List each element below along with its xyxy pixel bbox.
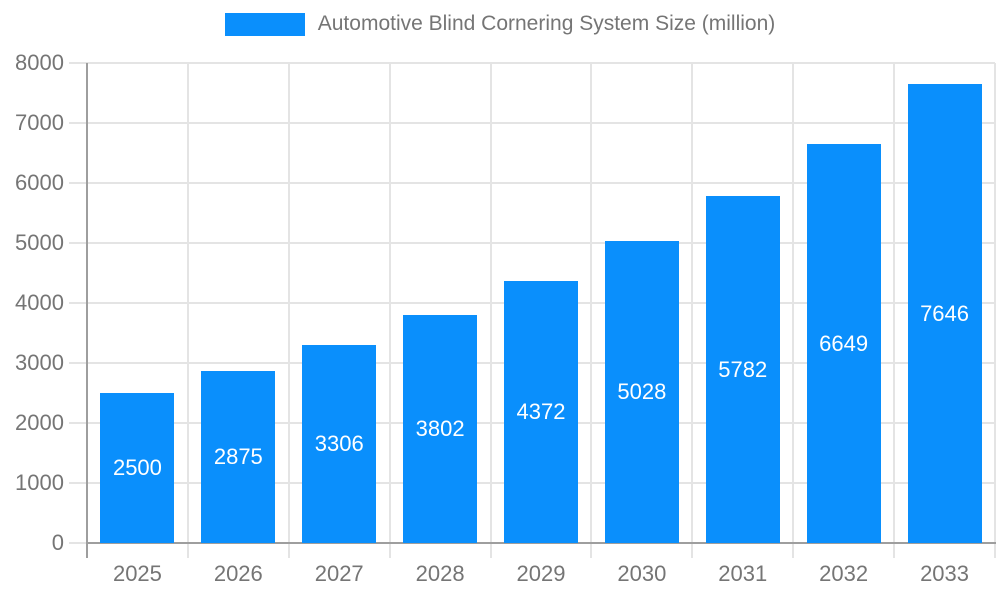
x-tick-label: 2032	[819, 561, 869, 586]
v-gridline	[287, 63, 290, 543]
y-tick-label: 4000	[15, 290, 64, 315]
bar-value-label: 3802	[415, 415, 465, 441]
bar[interactable]: 3306	[302, 344, 377, 543]
y-tick-label: 1000	[15, 470, 64, 495]
x-axis-line	[86, 542, 996, 544]
x-tick-label: 2025	[112, 561, 162, 586]
x-axis-tick	[287, 543, 290, 558]
x-tick-label: 2028	[415, 561, 465, 586]
legend-swatch-icon	[224, 12, 305, 36]
y-axis-tick	[69, 542, 87, 544]
x-tick-label: 2031	[718, 561, 768, 586]
h-gridline	[69, 242, 995, 244]
bar-value-label: 5782	[718, 356, 768, 382]
bar[interactable]: 2500	[100, 393, 175, 543]
x-tick-label: 2026	[213, 561, 263, 586]
v-gridline	[893, 63, 896, 543]
bar-value-label: 3306	[314, 430, 364, 456]
y-tick-label: 5000	[15, 230, 64, 255]
bar-value-label: 7646	[920, 300, 970, 326]
legend-label: Automotive Blind Cornering System Size (…	[317, 12, 776, 35]
x-tick-label: 2029	[516, 561, 566, 586]
bar-value-label: 2875	[213, 443, 263, 469]
v-gridline	[590, 63, 593, 543]
bar-value-label: 2500	[112, 455, 162, 480]
x-axis-tick	[691, 543, 694, 558]
v-gridline	[691, 63, 694, 543]
bar[interactable]: 4372	[504, 280, 578, 543]
h-gridline	[69, 122, 995, 124]
bar-value-label: 5028	[617, 379, 667, 405]
x-axis-tick	[994, 543, 996, 558]
bar[interactable]: 2875	[201, 370, 276, 543]
x-axis-tick	[893, 543, 896, 558]
h-gridline	[69, 182, 995, 184]
x-axis-tick	[590, 543, 593, 558]
v-gridline	[994, 63, 996, 543]
bar[interactable]: 3802	[403, 314, 478, 543]
v-gridline	[186, 63, 189, 543]
y-tick-label: 2000	[15, 410, 64, 435]
bar-value-label: 6649	[819, 330, 869, 356]
h-gridline	[69, 62, 995, 64]
x-axis-tick	[186, 543, 189, 558]
y-tick-label: 0	[51, 530, 64, 555]
bar[interactable]: 5028	[604, 241, 679, 543]
x-tick-label: 2030	[617, 561, 667, 586]
x-tick-label: 2027	[314, 561, 364, 586]
x-tick-label: 2033	[920, 561, 970, 586]
x-axis-tick	[489, 543, 492, 558]
v-gridline	[792, 63, 795, 543]
bar[interactable]: 7646	[907, 84, 982, 543]
y-tick-label: 7000	[15, 110, 64, 135]
bar[interactable]: 6649	[806, 144, 881, 543]
y-tick-label: 3000	[15, 350, 64, 375]
v-gridline	[388, 63, 391, 543]
bar[interactable]: 5782	[705, 196, 780, 543]
v-gridline	[489, 63, 492, 543]
x-axis-tick	[388, 543, 391, 558]
y-tick-label: 6000	[15, 170, 64, 195]
bar-value-label: 4372	[516, 398, 566, 424]
x-axis-tick	[792, 543, 795, 558]
y-tick-label: 8000	[15, 50, 64, 75]
y-axis-line	[86, 63, 88, 558]
legend[interactable]: Automotive Blind Cornering System Size (…	[0, 12, 1000, 36]
